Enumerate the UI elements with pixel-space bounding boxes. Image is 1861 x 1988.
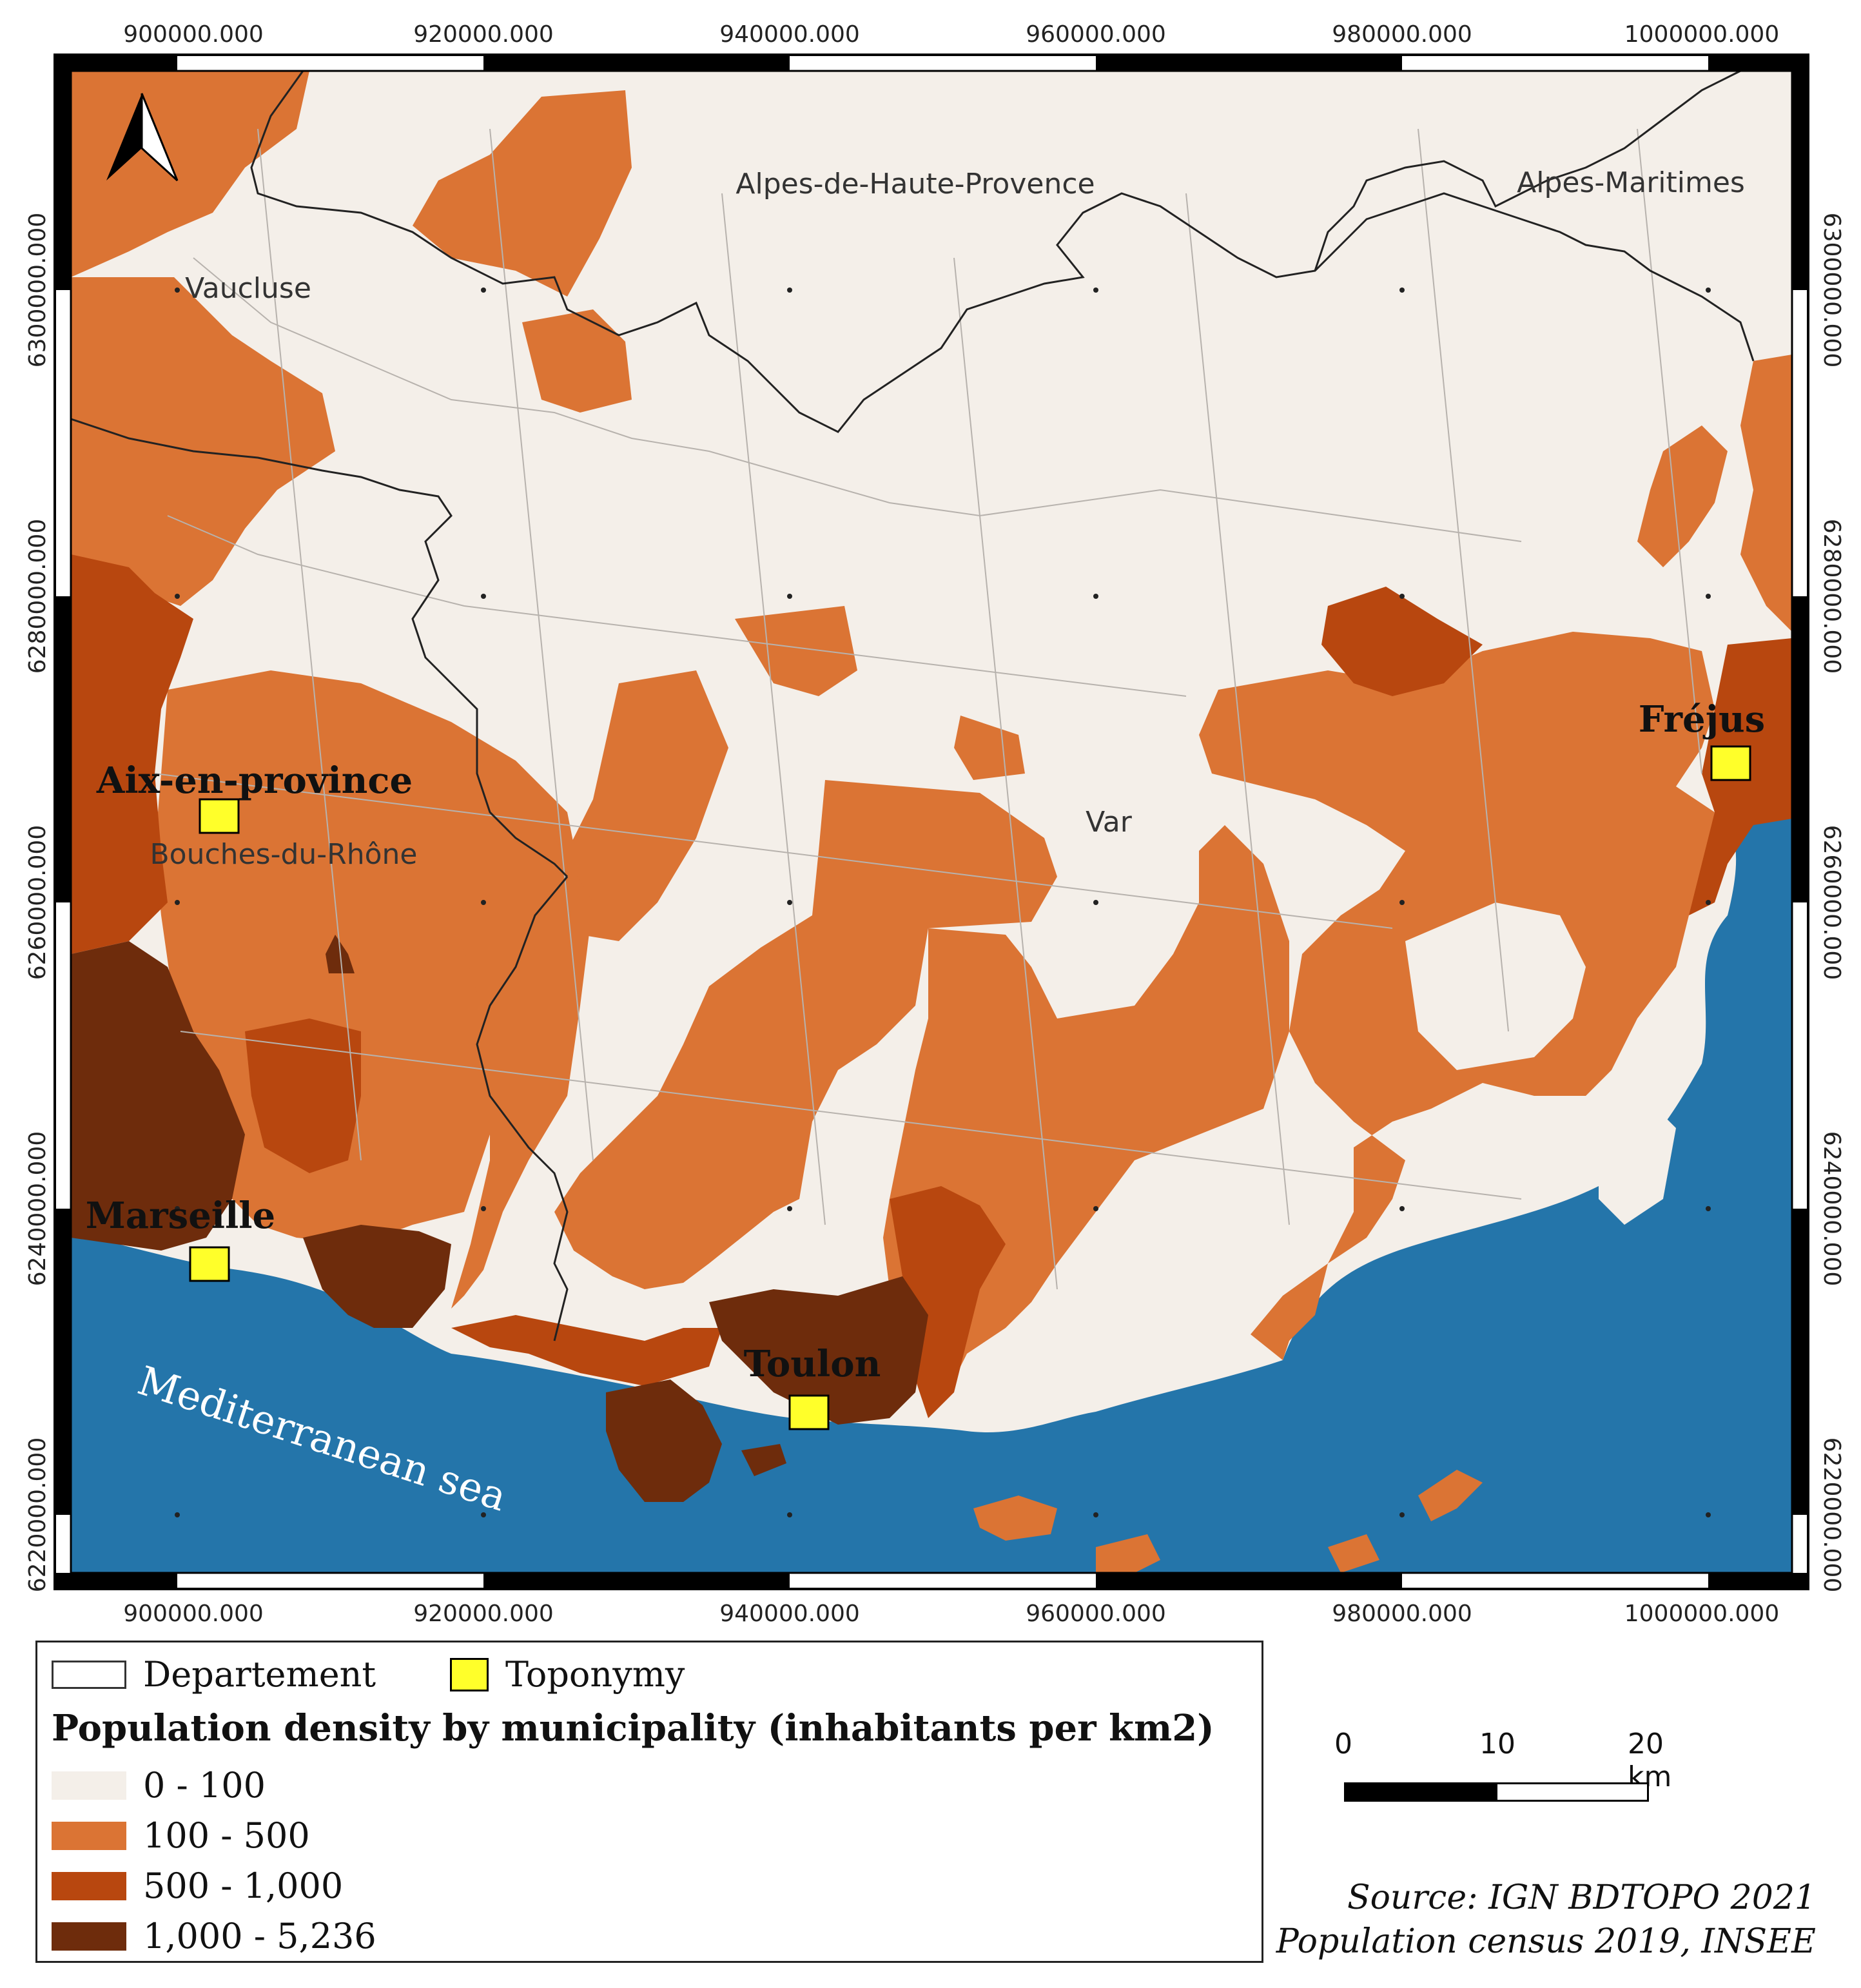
toponymy-swatch [450, 1657, 489, 1691]
source-line-1: Source: IGN BDTOPO 2021 [1347, 1878, 1816, 1917]
city-label-frejus: Fréjus [1639, 698, 1765, 741]
dept-label-bouches-du-rhone: Bouches-du-Rhône [150, 838, 418, 871]
toponymy-marker-aix [199, 798, 240, 834]
city-label-marseille: Marseille [86, 1194, 275, 1237]
scale-label-20: 20 km [1628, 1728, 1672, 1793]
legend-toponymy: Toponymy [450, 1654, 685, 1695]
class-1-label: 0 - 100 [143, 1765, 266, 1806]
legend-class-2: 100 - 500 [52, 1815, 310, 1856]
legend: Departement Toponymy Population density … [35, 1641, 1263, 1963]
dept-label-vaucluse: Vaucluse [185, 272, 311, 305]
legend-title: Population density by municipality (inha… [52, 1707, 1214, 1749]
y-tick-left-3: 6260000.000 [24, 825, 51, 980]
scale-segment-white [1496, 1782, 1649, 1802]
class-3-swatch [52, 1871, 126, 1900]
density-1000-5236-areas [71, 935, 928, 1502]
x-tick-bottom-6: 1000000.000 [1624, 1601, 1780, 1627]
scale-label-0: 0 [1334, 1728, 1352, 1760]
municipal-boundaries [154, 128, 1702, 1290]
map: 900000.000 920000.000 940000.000 960000.… [24, 21, 1845, 1627]
y-tick-right-3: 6260000.000 [1818, 825, 1845, 980]
source-line-2: Population census 2019, INSEE [1276, 1922, 1816, 1961]
legend-departement-label: Departement [143, 1654, 376, 1695]
y-tick-right-5: 6220000.000 [1818, 1437, 1845, 1593]
y-tick-right-1: 6300000.000 [1818, 213, 1845, 368]
y-tick-left-5: 6220000.000 [24, 1437, 51, 1593]
y-tick-right-2: 6280000.000 [1818, 519, 1845, 674]
city-label-aix: Aix-en-province [96, 759, 413, 802]
y-tick-left-4: 6240000.000 [24, 1131, 51, 1287]
x-tick-top-5: 980000.000 [1332, 21, 1472, 48]
scale-bar: 0 10 20 km [1334, 1728, 1671, 1805]
city-label-toulon: Toulon [744, 1343, 881, 1385]
mediterranean-sea [71, 799, 1792, 1573]
class-1-swatch [52, 1771, 126, 1800]
y-tick-right-4: 6240000.000 [1818, 1131, 1845, 1287]
legend-class-1: 0 - 100 [52, 1765, 266, 1806]
x-tick-top-1: 900000.000 [123, 21, 264, 48]
x-tick-top-2: 920000.000 [413, 21, 554, 48]
x-tick-bottom-5: 980000.000 [1332, 1601, 1472, 1627]
legend-toponymy-label: Toponymy [505, 1654, 685, 1695]
legend-class-3: 500 - 1,000 [52, 1866, 343, 1906]
toponymy-marker-toulon [788, 1394, 830, 1430]
x-tick-top-6: 1000000.000 [1624, 21, 1780, 48]
north-arrow-icon [106, 93, 179, 182]
dept-label-var: Var [1086, 806, 1133, 839]
department-boundaries [70, 70, 1755, 1341]
scale-label-10: 10 [1479, 1728, 1515, 1760]
x-tick-top-4: 960000.000 [1026, 21, 1166, 48]
x-tick-top-3: 940000.000 [719, 21, 860, 48]
source-note: Source: IGN BDTOPO 2021 Population censu… [1276, 1876, 1816, 1964]
toponymy-marker-marseille [189, 1246, 230, 1282]
class-4-swatch [52, 1922, 126, 1951]
y-tick-left-1: 6300000.000 [24, 213, 51, 368]
scale-segment-black [1344, 1782, 1497, 1802]
map-frame [54, 54, 1809, 1590]
class-4-label: 1,000 - 5,236 [143, 1916, 376, 1956]
toponymy-marker-frejus [1710, 745, 1751, 781]
graticule-points [175, 287, 1711, 1517]
legend-departement: Departement [52, 1654, 376, 1695]
x-tick-bottom-2: 920000.000 [413, 1601, 554, 1627]
departement-swatch [52, 1660, 126, 1689]
dept-label-alpes-maritimes: Alpes-Maritimes [1517, 166, 1745, 199]
x-tick-bottom-3: 940000.000 [719, 1601, 860, 1627]
legend-class-4: 1,000 - 5,236 [52, 1916, 376, 1956]
class-2-swatch [52, 1821, 126, 1850]
class-2-label: 100 - 500 [143, 1815, 310, 1856]
dept-label-alpes-de-haute-provence: Alpes-de-Haute-Provence [736, 168, 1095, 200]
class-3-label: 500 - 1,000 [143, 1866, 344, 1906]
y-tick-left-2: 6280000.000 [24, 519, 51, 674]
x-tick-bottom-1: 900000.000 [123, 1601, 264, 1627]
x-tick-bottom-4: 960000.000 [1026, 1601, 1166, 1627]
